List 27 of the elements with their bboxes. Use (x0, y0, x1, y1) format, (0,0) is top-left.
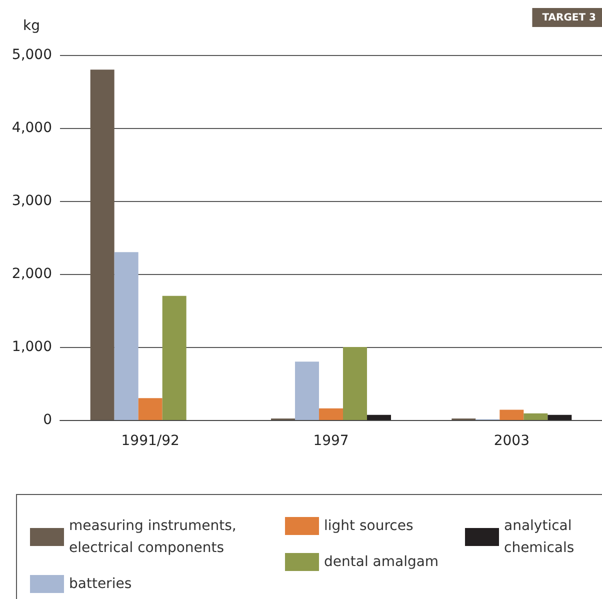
y-axis-title: kg (23, 18, 40, 34)
y-tick-label: 5,000 (12, 47, 52, 63)
bar (295, 362, 319, 420)
bar (138, 398, 162, 420)
legend-label: analytical chemicals (504, 518, 576, 556)
legend-label: dental amalgam (324, 554, 439, 570)
y-tick-label: 4,000 (12, 120, 52, 136)
y-tick-label: 0 (43, 412, 52, 428)
legend-label: batteries (69, 576, 132, 592)
y-tick-label: 2,000 (12, 266, 52, 282)
bar (319, 408, 343, 420)
bar (367, 414, 391, 420)
x-tick-label: 2003 (494, 433, 530, 449)
x-tick-label: 1997 (313, 433, 349, 449)
bar (90, 70, 114, 420)
bar (162, 296, 186, 420)
bar (500, 410, 524, 420)
bar (548, 414, 572, 420)
x-tick-label: 1991/92 (121, 433, 180, 449)
y-tick-label: 3,000 (12, 193, 52, 209)
y-tick-label: 1,000 (12, 339, 52, 355)
legend-label: measuring instruments, electrical components (69, 518, 241, 556)
bar (343, 347, 367, 420)
bar (114, 252, 138, 420)
text: TARGET 3 (542, 12, 596, 24)
legend-label: light sources (324, 518, 414, 534)
bar (524, 413, 548, 420)
